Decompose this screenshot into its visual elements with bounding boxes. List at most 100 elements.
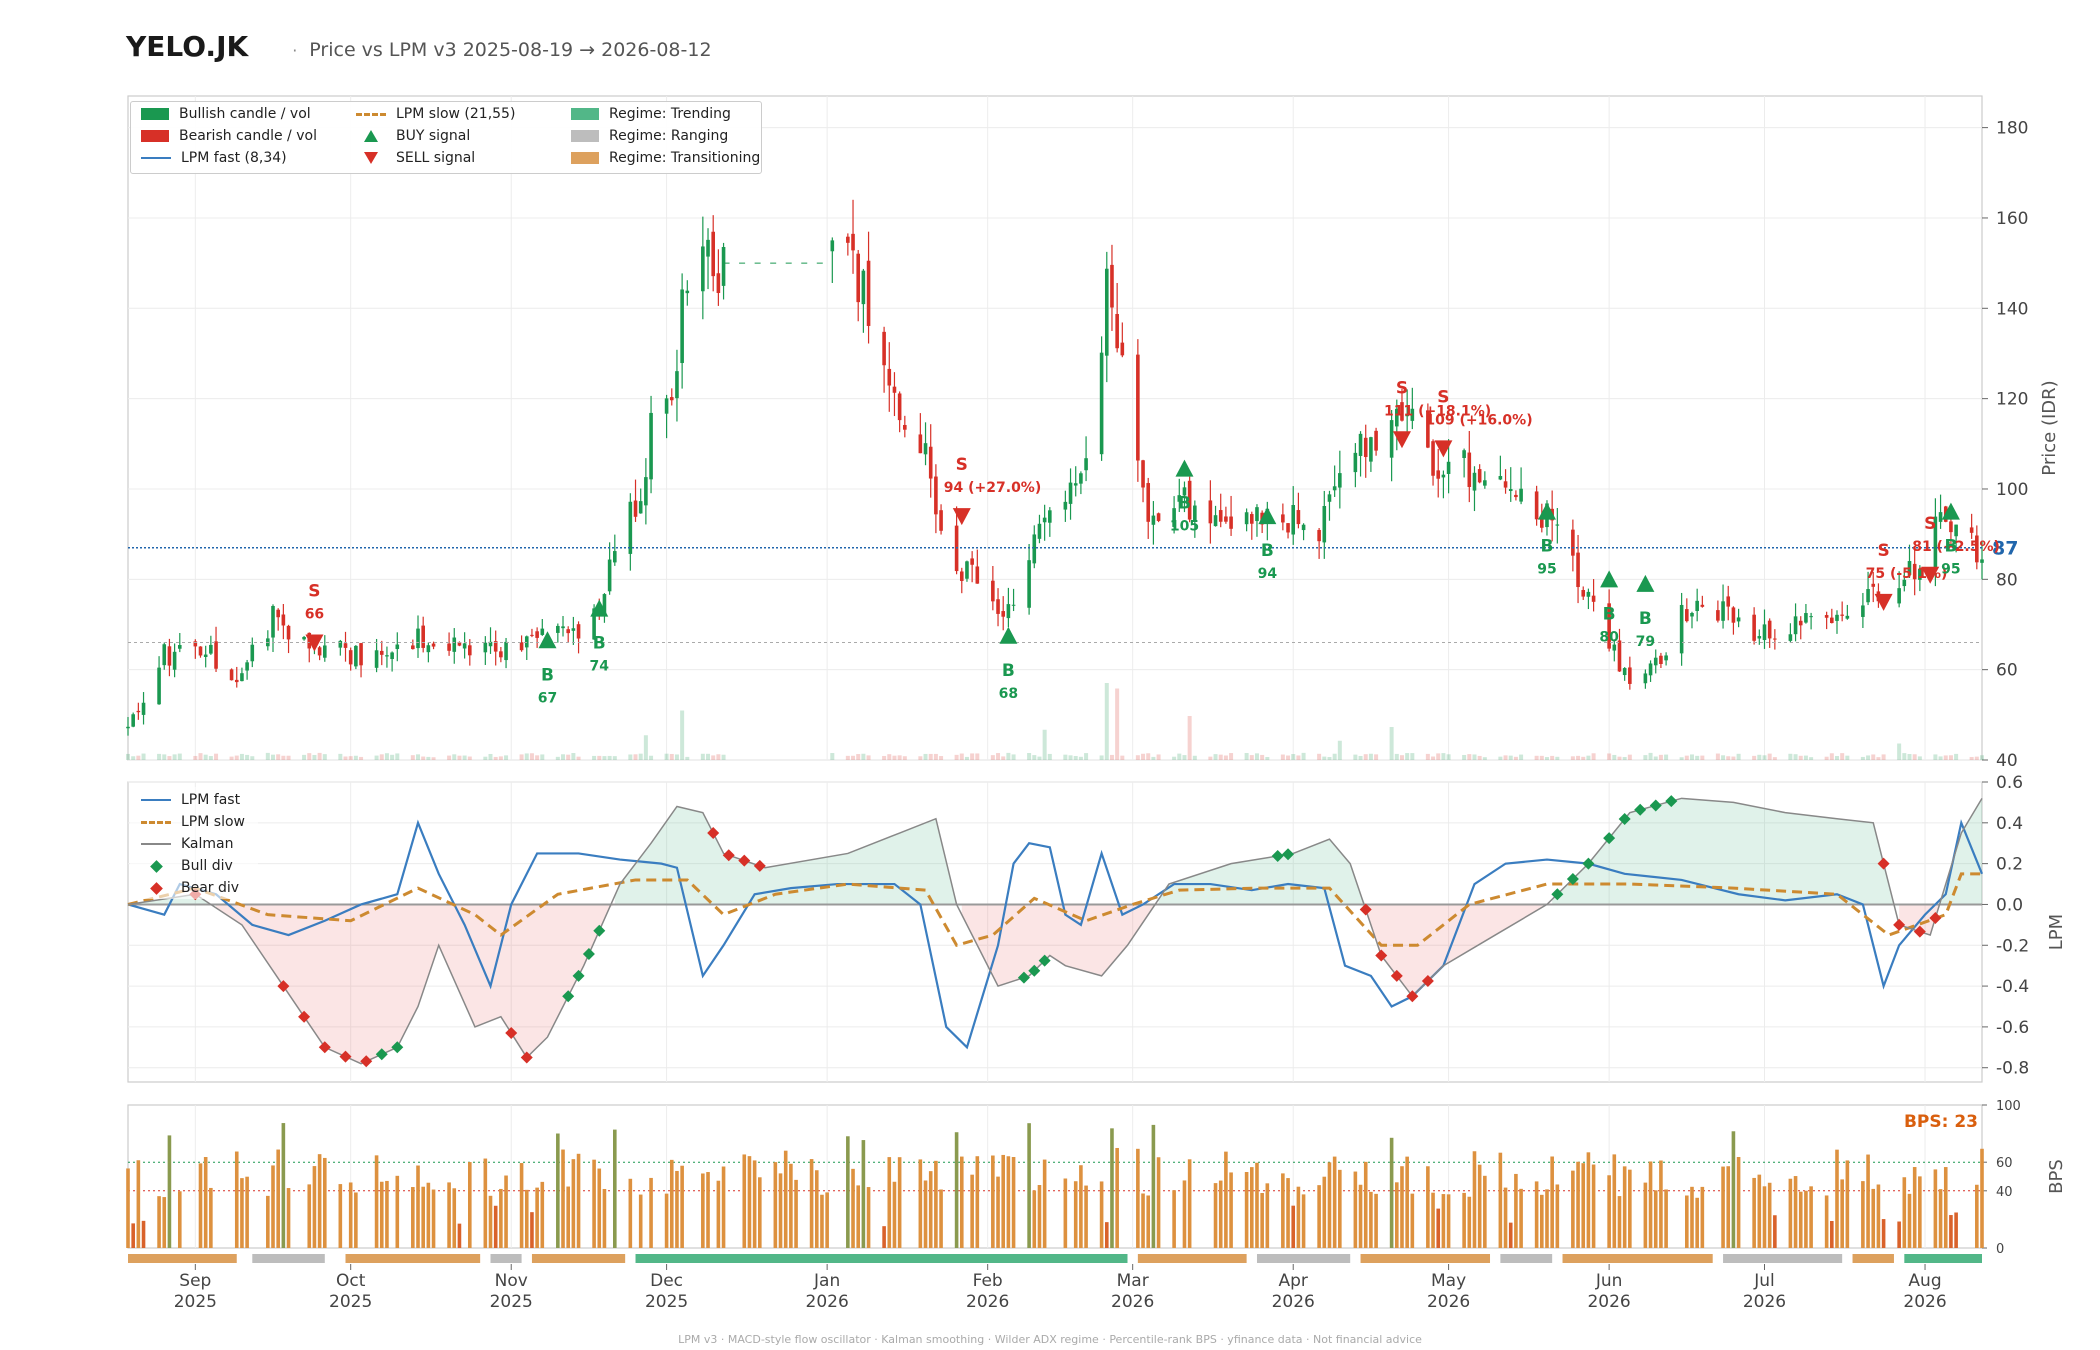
bear-div-marker	[298, 1010, 311, 1023]
volume-bar	[887, 754, 892, 760]
volume-bar	[970, 753, 975, 760]
volume-bar	[1177, 753, 1182, 760]
buy-signal-marker	[999, 626, 1018, 644]
volume-bar	[1254, 753, 1259, 760]
bps-bar	[1400, 1166, 1404, 1248]
bps-bar	[1374, 1193, 1378, 1248]
bull-div-marker	[1582, 857, 1595, 870]
volume-bar	[1213, 754, 1218, 760]
bps-bar	[467, 1162, 472, 1248]
candle-body	[1146, 483, 1151, 522]
candle-body	[1073, 483, 1078, 486]
buy-signal-price: 68	[999, 686, 1018, 702]
bps-bar	[354, 1192, 358, 1248]
bps-bar	[1141, 1193, 1145, 1248]
bear-div-marker	[1893, 918, 1906, 931]
candle-body	[675, 371, 679, 399]
candle-body	[1695, 600, 1699, 612]
candle-body	[1752, 614, 1756, 641]
regime-segment	[1904, 1254, 1982, 1263]
volume-bar	[1586, 755, 1591, 760]
candle-body	[1679, 604, 1684, 654]
legend-patch-icon	[571, 108, 599, 120]
bps-bar	[1073, 1181, 1078, 1248]
bps-bar	[385, 1180, 389, 1248]
candle-body	[317, 647, 322, 656]
bps-bar	[1980, 1148, 1984, 1248]
candle-body	[1255, 507, 1259, 522]
volume-bar	[317, 752, 322, 760]
volume-bar	[338, 753, 343, 760]
bps-bar	[1798, 1191, 1803, 1248]
bps-bar	[1327, 1162, 1332, 1248]
price-legend-item: LPM slow (21,55)	[356, 106, 515, 122]
candle-body	[1793, 616, 1798, 635]
bps-bar	[1721, 1166, 1725, 1248]
bps-bar	[240, 1178, 244, 1248]
bps-bar	[307, 1184, 312, 1248]
bps-bar	[338, 1184, 343, 1248]
candle-body	[965, 561, 969, 579]
bull-div-marker	[1038, 954, 1051, 967]
lpm-tick-label: 0.4	[1996, 814, 2023, 834]
bps-bar	[1773, 1215, 1777, 1248]
candle-body	[426, 645, 431, 653]
bps-bar	[276, 1149, 280, 1248]
bps-bar	[939, 1189, 943, 1248]
volume-bar	[431, 757, 436, 760]
price-legend-item: BUY signal	[356, 128, 470, 144]
lpm-panel: 0.6 0.4 0.2 0.0 -0.2 -0.4 -0.6 -0.8 LPM	[127, 773, 2067, 1083]
regime-segment	[531, 1254, 626, 1263]
bear-div-marker	[1913, 925, 1926, 938]
volume-bar	[1752, 755, 1757, 760]
bps-bar	[1943, 1167, 1948, 1248]
price-legend: Bullish candle / vol Bearish candle / vol…	[130, 101, 762, 174]
candle-body	[245, 662, 249, 671]
bps-bar	[1255, 1162, 1259, 1248]
bps-bar	[861, 1140, 866, 1248]
bps-bar	[348, 1182, 353, 1248]
volume-bar	[1172, 756, 1177, 760]
candle-body	[918, 434, 923, 454]
volume-bar	[633, 754, 638, 760]
legend-label: Bearish candle / vol	[179, 128, 317, 144]
lpm-legend-item: LPM slow	[141, 814, 245, 830]
x-tick-month: Nov	[495, 1271, 528, 1291]
bps-bar	[1685, 1195, 1689, 1248]
volume-bar	[866, 755, 871, 760]
candle-body	[721, 247, 726, 286]
price-legend-item: LPM fast (8,34)	[141, 150, 287, 166]
volume-bar	[1969, 756, 1974, 760]
volume-bar	[638, 753, 643, 760]
volume-bar	[1544, 757, 1549, 760]
volume-bar	[131, 756, 136, 760]
volume-bar	[167, 756, 172, 760]
candle-body	[131, 714, 135, 727]
volume-bar	[1757, 754, 1762, 760]
volume-bar	[488, 753, 493, 760]
candle-body	[1037, 523, 1042, 539]
bps-bar	[312, 1166, 317, 1248]
volume-bar	[203, 754, 208, 760]
bull-div-marker	[1634, 803, 1647, 816]
bps-bar	[897, 1157, 902, 1248]
bps-bar	[970, 1174, 974, 1248]
bps-tick-label: 100	[1996, 1099, 2021, 1114]
candle-body	[1187, 480, 1192, 520]
volume-bar	[1068, 755, 1073, 760]
candle-body	[1281, 514, 1285, 523]
bps-bar	[1281, 1173, 1285, 1248]
volume-bar	[1695, 755, 1700, 760]
volume-bar	[1689, 754, 1694, 760]
candle-body	[343, 643, 348, 648]
volume-bar	[208, 756, 213, 760]
volume-bar	[959, 753, 964, 760]
bps-bar	[1037, 1185, 1042, 1248]
bps-bar	[322, 1157, 327, 1248]
candle-body	[1540, 517, 1544, 528]
x-tick-year: 2026	[966, 1292, 1009, 1312]
bps-bar	[488, 1195, 493, 1248]
bull-div-marker	[375, 1048, 388, 1061]
x-tick-year: 2026	[1743, 1292, 1786, 1312]
bear-div-marker	[1877, 857, 1890, 870]
